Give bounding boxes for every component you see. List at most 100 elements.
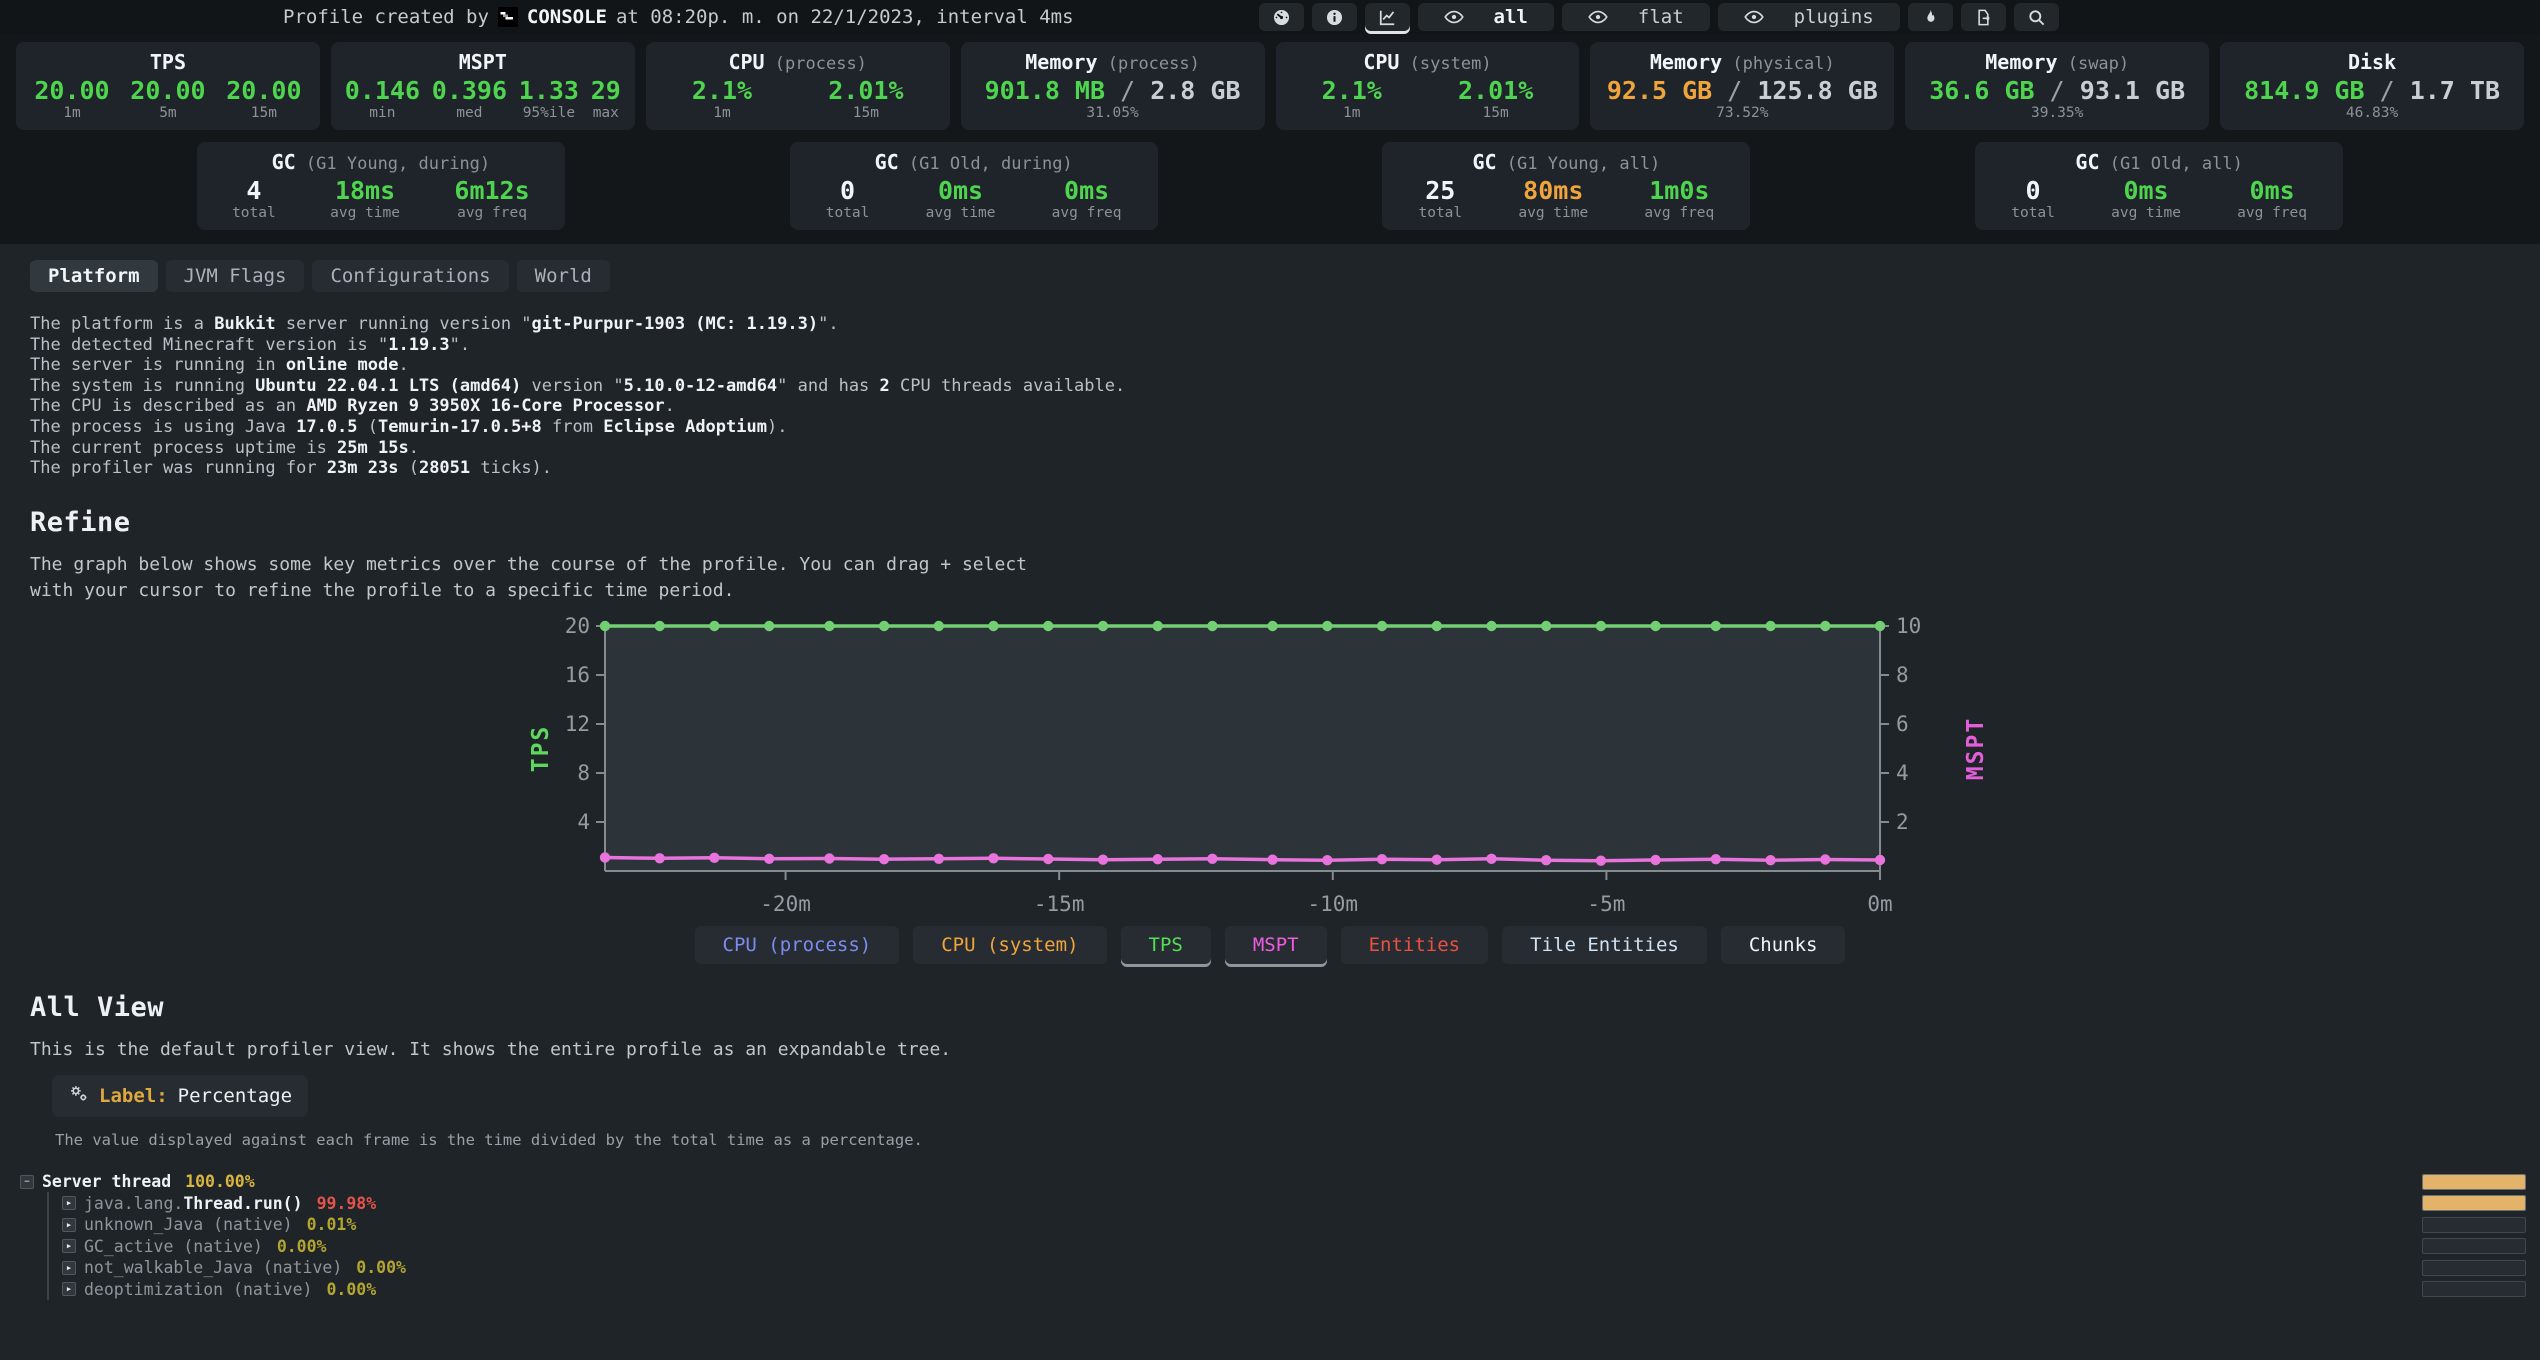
legend-cpu-process[interactable]: CPU (process) [694, 925, 900, 964]
info-button[interactable] [1311, 3, 1357, 31]
stat-panel-title: GC (G1 Old, during) [798, 150, 1150, 174]
stat-fraction-used: 92.5 GB [1606, 76, 1713, 105]
stat-panel-values: 0 total 0ms avg time 0ms avg freq [798, 176, 1150, 221]
stat-panel-qualifier: (G1 Young, during) [295, 154, 491, 174]
stat-fraction-used: 901.8 MB [984, 76, 1106, 105]
flame-view-button[interactable] [1907, 3, 1953, 31]
view-flat-button[interactable]: flat [1561, 3, 1710, 31]
stats-row: TPS 20.00 1m 20.00 5m 20.00 15m MSPT 0.146 min 0.3… [0, 34, 2540, 130]
stat-panel-qualifier: (physical) [1722, 54, 1835, 74]
stat-fraction: 901.8 MB / 2.8 GB [969, 76, 1257, 105]
tree-row-deoptimization-native[interactable]: ▶ deoptimization (native) 0.00% [62, 1278, 2402, 1300]
platform-text-segment: ). [766, 416, 788, 437]
stat-fraction-percent: 31.05% [1086, 105, 1139, 121]
stat-value-caption: 1m [713, 105, 731, 121]
tab-configurations[interactable]: Configurations [312, 260, 509, 292]
tree-row-server-thread[interactable]: − Server thread 100.00% [20, 1171, 2402, 1193]
tree-row-not-walkable-java-native[interactable]: ▶ not_walkable_Java (native) 0.00% [62, 1257, 2402, 1279]
stat-value-caption: 15m [250, 105, 277, 121]
expand-icon[interactable]: ▶ [62, 1217, 76, 1232]
expand-icon[interactable]: ▶ [62, 1282, 76, 1296]
platform-text-segment: from [541, 416, 604, 437]
stat-value-caption: 15m [1482, 105, 1509, 121]
tree-frame-label: deoptimization (native) [84, 1280, 312, 1299]
stat-fraction-separator: / [2034, 76, 2080, 105]
tree-bar-row [2422, 1257, 2526, 1279]
legend-entities[interactable]: Entities [1340, 925, 1489, 964]
stat-value-cell: 18ms avg time [330, 176, 400, 221]
label-mode-selector[interactable]: Label: Percentage [52, 1074, 309, 1117]
tree-row-unknown-java-native[interactable]: ▶ unknown_Java (native) 0.01% [62, 1214, 2402, 1236]
search-button[interactable] [2013, 3, 2059, 31]
stat-fraction-used: 36.6 GB [1929, 76, 2035, 105]
chart-plot-area[interactable] [605, 625, 1880, 871]
tab-jvm-flags[interactable]: JVM Flags [165, 260, 305, 292]
legend-tps[interactable]: TPS [1120, 925, 1211, 964]
stat-fraction-separator: / [1712, 76, 1758, 105]
legend-chunks[interactable]: Chunks [1720, 925, 1846, 964]
stat-panel-values: 20.00 1m 20.00 5m 20.00 15m [24, 76, 312, 121]
stat-panel-tps-1m: TPS 20.00 1m 20.00 5m 20.00 15m [16, 42, 320, 130]
stat-value: 0ms [2123, 176, 2169, 205]
platform-highlight: 2 [879, 375, 890, 396]
platform-line-3: The server is running in online mode. [30, 355, 2540, 376]
platform-text-segment: The current process uptime is [30, 437, 338, 458]
tab-world[interactable]: World [516, 260, 610, 292]
svg-text:4: 4 [1896, 761, 1909, 785]
svg-text:20: 20 [565, 614, 590, 638]
expand-icon[interactable]: ▶ [62, 1239, 76, 1253]
profile-creator-name: CONSOLE [526, 6, 607, 28]
stat-value: 80ms [1523, 176, 1584, 205]
label-mode-note: The value displayed against each frame i… [55, 1130, 923, 1149]
tree-row-gc-active-native[interactable]: ▶ GC_active (native) 0.00% [62, 1235, 2402, 1257]
collapse-icon[interactable]: − [20, 1174, 34, 1189]
stat-value-cell: 0 total [2011, 176, 2055, 221]
platform-line-4: The system is running Ubuntu 22.04.1 LTS… [30, 376, 2540, 397]
right-axis-label: MSPT [1963, 717, 1989, 780]
view-all-button[interactable]: all [1417, 3, 1554, 31]
label-mode-value: Percentage [177, 1084, 293, 1107]
stat-value: 20.00 [130, 76, 206, 105]
stat-panel-values: 4 total 18ms avg time 6m12s avg freq [205, 176, 557, 221]
stat-panel-values: 2.1% 1m 2.01% 15m [654, 76, 942, 121]
spark-profiler-page: Profile created by CONSOLE at 08:20p. m.… [0, 3, 2540, 1360]
stat-value-caption: total [2011, 205, 2055, 221]
eye-icon [1443, 10, 1464, 24]
flame-icon [1927, 9, 1935, 22]
stat-fraction: 36.6 GB / 93.1 GB [1913, 76, 2201, 105]
stat-value-cell: 0.396 med [432, 76, 507, 121]
tree-bar-row [2422, 1214, 2526, 1236]
tree-frame-percent: 0.00% [276, 1236, 327, 1256]
tree-bar-row [2422, 1235, 2526, 1257]
legend-cpu-system[interactable]: CPU (system) [913, 925, 1107, 964]
stat-panel-qualifier: (G1 Old, all) [2099, 154, 2243, 174]
view-plugins-button[interactable]: plugins [1717, 3, 1900, 31]
export-icon [1978, 9, 1990, 25]
svg-text:2: 2 [1896, 810, 1909, 834]
metrics-chart[interactable]: 20 16 12 8 4 10 8 6 4 2 -20m -15m -10m -5m 0m TPS MSPT [520, 614, 2020, 924]
platform-text-segment: CPU threads available. [889, 375, 1126, 396]
stat-value-caption: avg freq [1051, 205, 1122, 221]
stat-value-caption: avg time [2111, 205, 2181, 221]
tree-row-thread-run[interactable]: ▶ java.lang.Thread.run() 99.98% [62, 1192, 2402, 1214]
stat-panel-title-text: GC [271, 150, 296, 174]
graph-toggle-button[interactable] [1364, 3, 1410, 31]
svg-text:10: 10 [1896, 614, 1921, 638]
platform-line-6: The process is using Java 17.0.5 (Temuri… [30, 417, 2540, 438]
expand-icon[interactable]: ▶ [62, 1260, 76, 1275]
view-plugins-button-label: plugins [1793, 6, 1874, 28]
legend-mspt[interactable]: MSPT [1224, 925, 1327, 964]
legend-tile-entities[interactable]: Tile Entities [1502, 925, 1707, 964]
gc-panel-gc-g1-young-all: GC (G1 Young, all) 25 total 80ms avg time 1m0… [1382, 142, 1751, 230]
expand-icon[interactable]: ▶ [62, 1196, 76, 1210]
metadata-gauge-button[interactable] [1258, 3, 1304, 31]
stat-value-caption: 5m [159, 105, 177, 121]
stat-value: 20.00 [34, 76, 110, 105]
view-all-button-label: all [1493, 6, 1528, 28]
stat-value: 6m12s [454, 176, 530, 205]
export-button[interactable] [1960, 3, 2006, 31]
stat-value-cell: 0ms avg freq [2237, 176, 2307, 221]
tab-platform[interactable]: Platform [30, 260, 158, 292]
platform-highlight: online mode [285, 355, 399, 376]
stat-value-cell: 20.00 5m [130, 76, 205, 121]
